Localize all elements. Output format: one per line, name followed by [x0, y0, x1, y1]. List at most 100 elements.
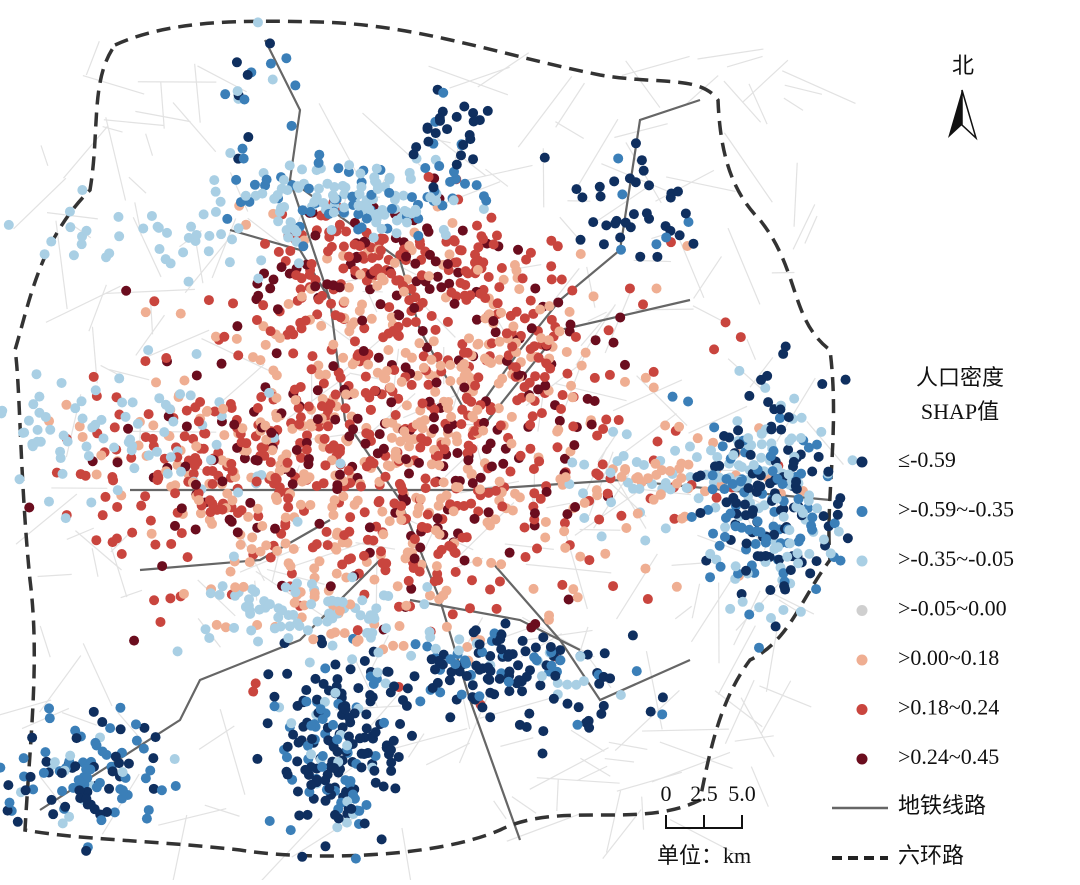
shap-point [597, 531, 607, 541]
shap-point [668, 392, 678, 402]
shap-point [535, 680, 545, 690]
shap-point [402, 701, 412, 711]
shap-point [98, 747, 108, 757]
shap-point [339, 296, 349, 306]
shap-point [60, 802, 70, 812]
shap-point [416, 433, 426, 443]
shap-point [784, 525, 794, 535]
street [725, 680, 754, 744]
shap-point [376, 546, 386, 556]
shap-point [373, 648, 383, 658]
shap-point [705, 572, 715, 582]
shap-point [382, 418, 392, 428]
shap-point [323, 246, 333, 256]
shap-point [331, 310, 341, 320]
shap-point [449, 506, 459, 516]
shap-point [141, 307, 151, 317]
shap-point [504, 686, 514, 696]
shap-point [379, 234, 389, 244]
legend-title: SHAP值 [921, 399, 999, 424]
shap-point [179, 589, 189, 599]
shap-point [338, 353, 348, 363]
shap-point [369, 766, 379, 776]
shap-point [472, 221, 482, 231]
shap-point [557, 580, 567, 590]
shap-point [497, 263, 507, 273]
street [14, 178, 66, 229]
shap-point [112, 457, 122, 467]
shap-point [657, 709, 667, 719]
shap-point [692, 452, 702, 462]
street [605, 759, 634, 762]
shap-point [709, 344, 719, 354]
shap-point [785, 538, 795, 548]
shap-point [367, 314, 377, 324]
shap-point [520, 523, 530, 533]
shap-point [377, 224, 387, 234]
shap-point [273, 216, 283, 226]
shap-point [513, 245, 523, 255]
shap-point [617, 189, 627, 199]
shap-point [353, 683, 363, 693]
shap-point [313, 385, 323, 395]
shap-point [270, 473, 280, 483]
shap-point [577, 361, 587, 371]
shap-point [57, 768, 67, 778]
street [724, 81, 761, 122]
shap-point [57, 378, 67, 388]
shap-point [179, 375, 189, 385]
shap-point [371, 727, 381, 737]
shap-point [532, 543, 542, 553]
shap-point [472, 315, 482, 325]
shap-point [333, 163, 343, 173]
shap-point [581, 348, 591, 358]
shap-point [117, 549, 127, 559]
shap-point [96, 815, 106, 825]
shap-point [528, 411, 538, 421]
shap-point [275, 207, 285, 217]
shap-point [253, 291, 263, 301]
shap-point [472, 340, 482, 350]
shap-point [284, 299, 294, 309]
shap-point [45, 425, 55, 435]
shap-point [513, 660, 523, 670]
street [697, 49, 763, 59]
shap-point [27, 440, 37, 450]
shap-point [537, 671, 547, 681]
shap-point [330, 810, 340, 820]
shap-point [165, 593, 175, 603]
shap-point [445, 675, 455, 685]
shap-point [492, 231, 502, 241]
shap-point [629, 209, 639, 219]
shap-point [791, 477, 801, 487]
shap-point [765, 585, 775, 595]
shap-point [463, 455, 473, 465]
shap-point [306, 721, 316, 731]
shap-point [424, 172, 434, 182]
shap-point [323, 540, 333, 550]
street [161, 82, 164, 128]
shap-point [268, 74, 278, 84]
shap-point [366, 610, 376, 620]
shap-point [211, 207, 221, 217]
shap-point [100, 492, 110, 502]
shap-point [584, 723, 594, 733]
shap-point [433, 678, 443, 688]
shap-point [467, 411, 477, 421]
shap-point [631, 138, 641, 148]
shap-point [391, 410, 401, 420]
shap-point [784, 469, 794, 479]
shap-point [520, 313, 530, 323]
shap-point [301, 697, 311, 707]
shap-point [427, 311, 437, 321]
shap-point [219, 332, 229, 342]
shap-point [216, 229, 226, 239]
shap-point [269, 692, 279, 702]
shap-point [212, 620, 222, 630]
shap-point [281, 53, 291, 63]
shap-point [314, 184, 324, 194]
shap-point [267, 445, 277, 455]
shap-point [87, 423, 97, 433]
shap-point [327, 596, 337, 606]
shap-point [504, 677, 514, 687]
